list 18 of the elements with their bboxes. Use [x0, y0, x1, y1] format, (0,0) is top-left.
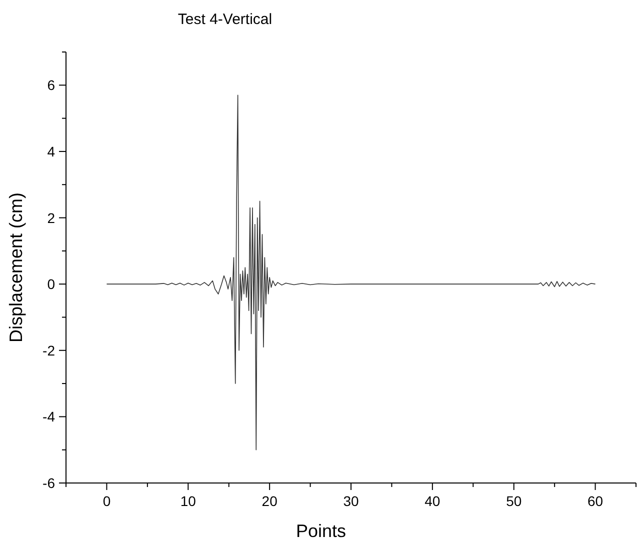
x-tick-label: 10 — [180, 493, 196, 509]
x-tick-label: 60 — [587, 493, 604, 509]
x-tick-label: 0 — [102, 493, 111, 509]
y-tick-label: -6 — [42, 475, 56, 491]
chart-title: Test 4-Vertical — [178, 11, 272, 28]
x-tick-label: 30 — [343, 493, 359, 509]
line-series — [106, 94, 596, 450]
y-tick-label: 4 — [47, 143, 56, 160]
x-axis-title: Points — [296, 521, 346, 541]
y-tick-label: 6 — [47, 77, 56, 94]
y-tick-label: 2 — [47, 210, 56, 226]
x-tick-label: 20 — [262, 493, 278, 509]
y-tick-label: -4 — [42, 408, 56, 425]
y-axis-title: Displacement (cm) — [6, 192, 26, 343]
y-tick-label: -2 — [42, 342, 56, 358]
x-tick-label: 40 — [424, 493, 440, 509]
y-tick-label: 0 — [47, 276, 56, 292]
x-tick-label: 50 — [506, 493, 522, 509]
